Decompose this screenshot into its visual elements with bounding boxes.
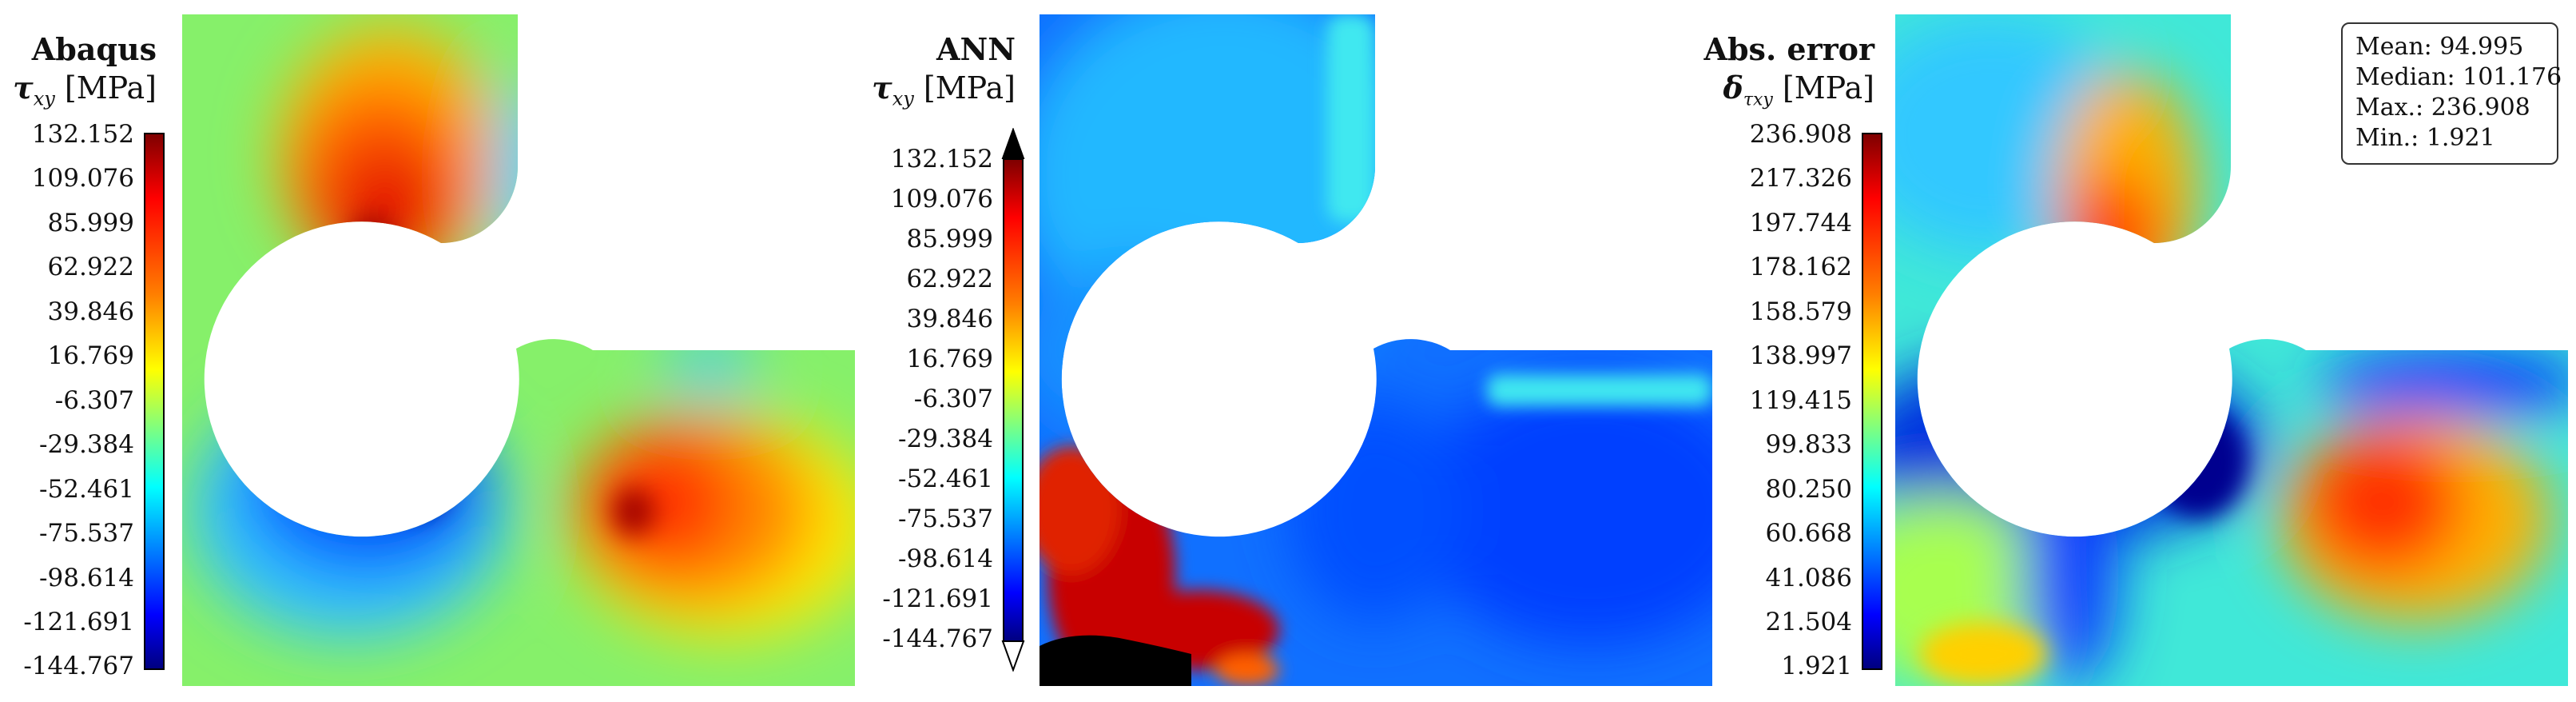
tick-label: 60.668 bbox=[1765, 519, 1852, 548]
tick-label: 41.086 bbox=[1765, 564, 1852, 592]
stat-median: Median: 101.176 bbox=[2355, 63, 2562, 91]
colorbar-extend-min bbox=[1001, 640, 1025, 672]
tick-label: 80.250 bbox=[1765, 475, 1852, 504]
panel-title: ANN bbox=[936, 31, 1016, 67]
tick-label: -144.767 bbox=[23, 652, 134, 680]
error-stats-box: Mean: 94.995 Median: 101.176 Max.: 236.9… bbox=[2341, 22, 2562, 165]
tick-label: -121.691 bbox=[23, 608, 134, 636]
panel-header: Abs. error δτxy [MPa] bbox=[1694, 30, 1875, 120]
tick-label: 16.769 bbox=[47, 341, 134, 370]
tick-label: 119.415 bbox=[1749, 386, 1852, 415]
colorbar bbox=[1862, 133, 1882, 670]
panel-title: Abaqus bbox=[31, 31, 157, 67]
tick-label: -121.691 bbox=[882, 584, 993, 613]
tick-label: 158.579 bbox=[1749, 297, 1852, 326]
tick-label: 197.744 bbox=[1749, 209, 1852, 237]
tick-label: 39.846 bbox=[906, 305, 993, 333]
tick-label: 132.152 bbox=[890, 145, 993, 174]
panel-header: ANN τxy [MPa] bbox=[859, 30, 1016, 118]
panel-header: Abaqus τxy [MPa] bbox=[0, 30, 157, 118]
tick-label: -75.537 bbox=[39, 519, 134, 548]
panel-ann: ANN τxy [MPa] 132.152 109.076 85.999 62.… bbox=[859, 0, 1718, 702]
tick-label: 99.833 bbox=[1765, 430, 1852, 459]
tick-label: 138.997 bbox=[1749, 341, 1852, 370]
tick-label: 62.922 bbox=[906, 265, 993, 293]
panel-title: Abs. error bbox=[1703, 31, 1875, 67]
tick-label: 39.846 bbox=[47, 297, 134, 326]
stat-mean: Mean: 94.995 bbox=[2355, 33, 2524, 61]
stat-max: Max.: 236.908 bbox=[2355, 94, 2530, 122]
tick-label: 132.152 bbox=[31, 120, 134, 149]
tick-label: -52.461 bbox=[39, 475, 134, 504]
tick-label: 62.922 bbox=[47, 253, 134, 281]
colorbar-extend-max bbox=[1001, 128, 1025, 159]
stress-field-plot bbox=[182, 14, 855, 686]
tick-label: 109.076 bbox=[890, 185, 993, 213]
tick-label: -6.307 bbox=[54, 386, 134, 415]
tick-label: -98.614 bbox=[39, 564, 134, 592]
tick-label: -98.614 bbox=[898, 544, 993, 573]
tick-label: -29.384 bbox=[39, 430, 134, 459]
colorbar bbox=[1003, 158, 1024, 643]
tick-label: 16.769 bbox=[906, 345, 993, 373]
stress-field-plot bbox=[1040, 14, 1712, 686]
tick-label: -144.767 bbox=[882, 624, 993, 653]
tick-label: 1.921 bbox=[1781, 652, 1852, 680]
tick-label: 21.504 bbox=[1765, 608, 1852, 636]
tick-label: -6.307 bbox=[913, 385, 993, 413]
field-label: τxy [MPa] bbox=[872, 70, 1016, 110]
colorbar bbox=[144, 133, 165, 670]
panel-abaqus: Abaqus τxy [MPa] 132.152 109.076 85.999 … bbox=[0, 0, 859, 702]
tick-label: 217.326 bbox=[1749, 164, 1852, 193]
field-label: δτxy [MPa] bbox=[1723, 70, 1874, 110]
stat-min: Min.: 1.921 bbox=[2355, 124, 2495, 152]
field-label: τxy [MPa] bbox=[13, 70, 157, 110]
tick-label: -75.537 bbox=[898, 505, 993, 533]
tick-label: 85.999 bbox=[906, 225, 993, 253]
tick-label: 85.999 bbox=[47, 209, 134, 237]
tick-label: -29.384 bbox=[898, 425, 993, 453]
tick-label: -52.461 bbox=[898, 465, 993, 493]
tick-label: 178.162 bbox=[1749, 253, 1852, 281]
tick-label: 236.908 bbox=[1749, 120, 1852, 149]
tick-label: 109.076 bbox=[31, 164, 134, 193]
